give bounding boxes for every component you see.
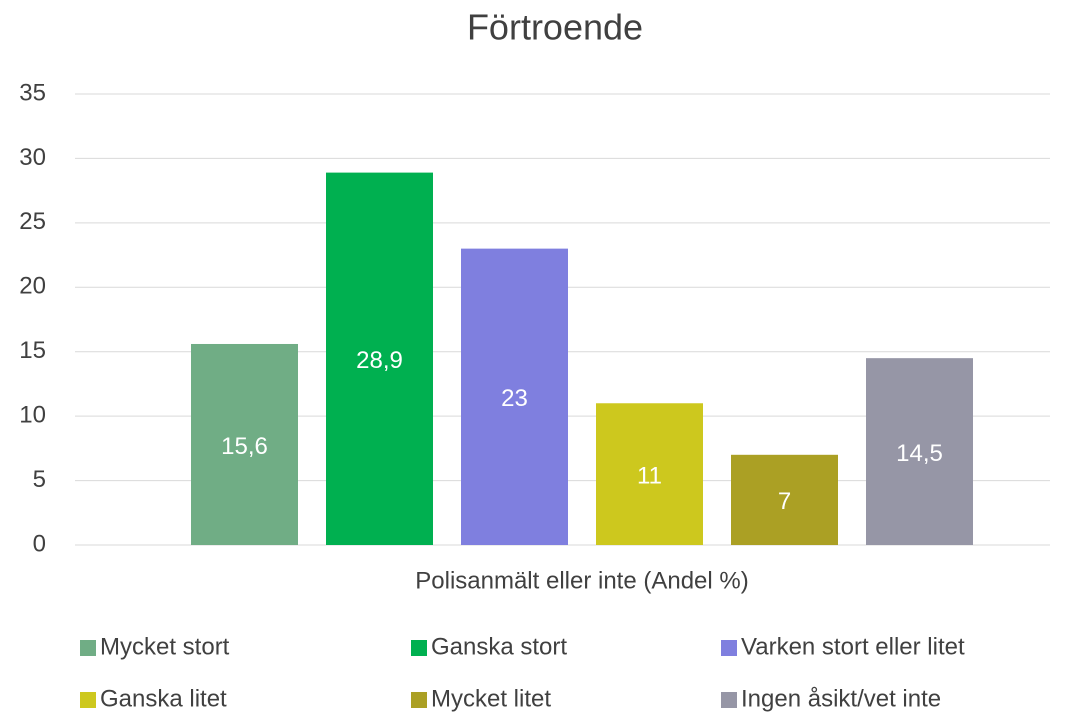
legend-swatch [80,640,96,656]
data-label: 28,9 [356,347,403,374]
y-tick-label: 35 [19,79,46,106]
bar [596,403,703,545]
chart-title: Förtroende [467,7,643,48]
legend-label: Varken stort eller litet [741,633,965,660]
y-tick-label: 10 [19,401,46,428]
legend-swatch [411,692,427,708]
data-label: 11 [637,462,662,489]
legend-label: Ganska stort [431,633,567,660]
y-tick-label: 0 [33,530,46,557]
legend-swatch [411,640,427,656]
legend-label: Mycket litet [431,685,551,712]
data-label: 15,6 [221,433,268,460]
data-label: 23 [501,385,528,412]
bar [731,454,838,545]
legend-swatch [721,692,737,708]
y-tick-label: 15 [19,337,46,364]
legend-label: Ingen åsikt/vet inte [741,685,941,712]
bar [461,248,568,545]
legend-label: Ganska litet [100,685,227,712]
y-tick-label: 5 [33,466,46,493]
legend-swatch [721,640,737,656]
legend-label: Mycket stort [100,633,230,660]
data-label: 7 [778,488,791,515]
data-label: 14,5 [896,440,943,467]
x-axis-label: Polisanmält eller inte (Andel %) [415,567,748,594]
legend-swatch [80,692,96,708]
bar [191,343,298,545]
y-tick-label: 20 [19,273,46,300]
y-tick-label: 30 [19,144,46,171]
bar [866,358,973,545]
y-tick-label: 25 [19,208,46,235]
bar [326,172,433,546]
